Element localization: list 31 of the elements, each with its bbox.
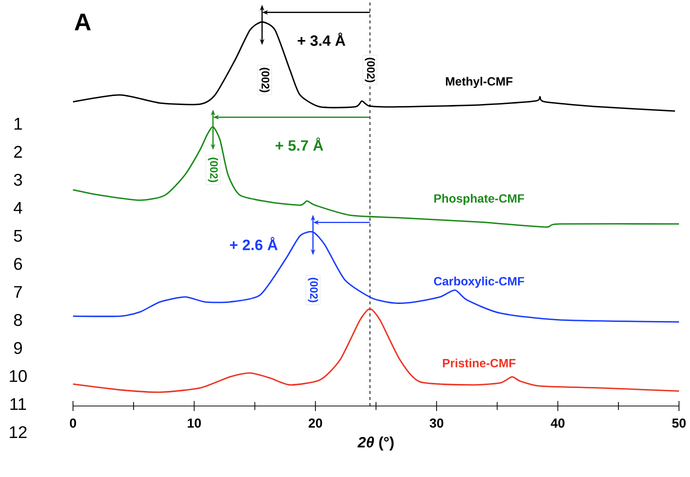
text: 7 xyxy=(14,286,22,298)
series-label: Pristine-CMF xyxy=(442,358,516,368)
annotation: (002) xyxy=(364,58,376,82)
annotation: A xyxy=(74,14,91,30)
x-tick-label: 10 xyxy=(188,418,201,428)
annotation: (002) xyxy=(308,278,318,302)
text: 9 xyxy=(14,342,22,354)
x-axis-title: 2θ (°) xyxy=(357,436,394,450)
text: 4 xyxy=(14,202,22,214)
series-label: Methyl-CMF xyxy=(446,76,512,88)
text: 8 xyxy=(14,314,22,326)
text: 11 xyxy=(10,398,26,410)
text: 5 xyxy=(14,230,22,242)
text: 6 xyxy=(14,258,22,270)
annotation: + 5.7 Å xyxy=(276,137,324,151)
text: 1 xyxy=(14,118,22,130)
x-tick-label: 30 xyxy=(430,418,444,428)
annotation: + 2.6 Å xyxy=(230,236,278,250)
x-tick-label: 0 xyxy=(70,418,76,428)
text: 2 xyxy=(14,146,22,158)
text: 12 xyxy=(10,426,27,438)
annotation: (002) xyxy=(208,158,218,182)
series-label: Carboxylic-CMF xyxy=(434,276,524,288)
x-tick-label: 40 xyxy=(550,418,564,428)
series-label: Phosphate-CMF xyxy=(434,194,524,206)
annotation: + 3.4 Å xyxy=(298,32,346,46)
text: 3 xyxy=(14,174,22,186)
text: 10 xyxy=(10,370,27,382)
annotation: (002) xyxy=(259,68,270,92)
x-tick-label: 20 xyxy=(308,418,322,428)
x-tick-label: 50 xyxy=(672,418,686,428)
